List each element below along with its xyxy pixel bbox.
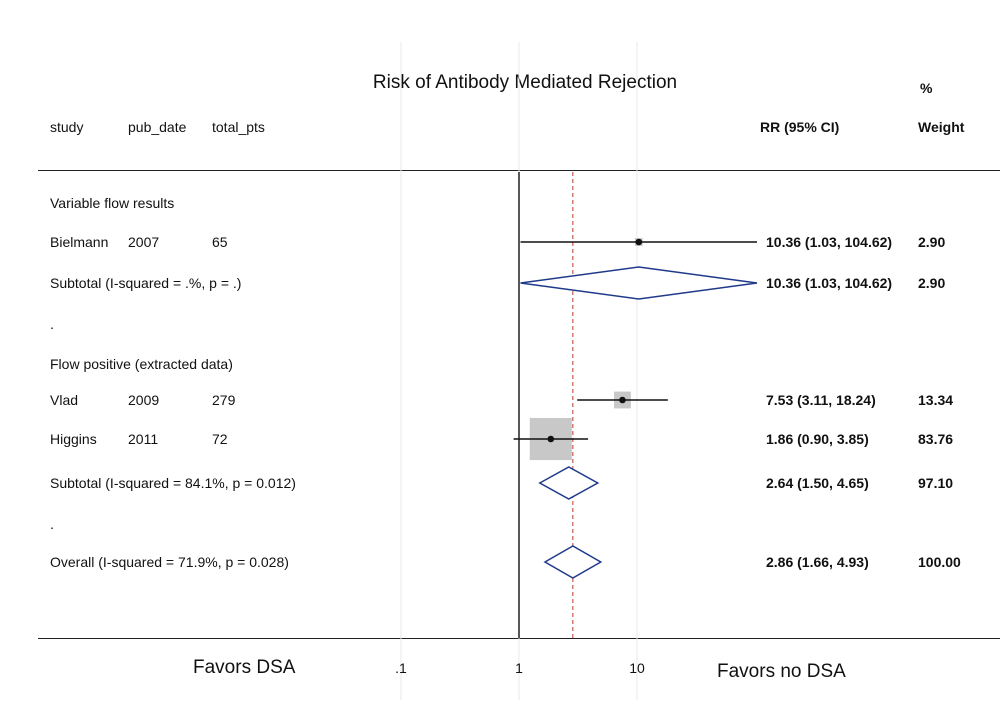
study-pub-date: 2011: [128, 431, 159, 447]
point-estimate-higgins: [547, 435, 555, 443]
overall-weight: 100.00: [918, 554, 961, 570]
subtotal-diamond: [520, 266, 758, 300]
study-name: Bielmann: [50, 234, 109, 250]
weight-percent-header: %: [920, 80, 933, 96]
rr-ci-column-header: RR (95% CI): [760, 119, 840, 135]
study-name: Higgins: [50, 431, 97, 447]
subtotal-rr-ci: 10.36 (1.03, 104.62): [766, 275, 893, 291]
study-pub-date: 2009: [128, 392, 160, 408]
chart-title: Risk of Antibody Mediated Rejection: [372, 72, 678, 93]
subtotal-weight: 97.10: [918, 475, 954, 491]
group-label: Variable flow results: [50, 195, 175, 211]
x-tick-label-10: 10: [629, 660, 645, 676]
study-weight: 2.90: [918, 234, 946, 250]
overall-label: Overall (I-squared = 71.9%, p = 0.028): [50, 554, 289, 570]
study-total-pts: 279: [212, 392, 236, 408]
overall-diamond: [543, 545, 603, 579]
study-name: Vlad: [50, 392, 79, 408]
spacer-dot: .: [50, 316, 54, 332]
study-weight: 13.34: [918, 392, 954, 408]
study-total-pts: 72: [212, 431, 228, 447]
x-tick-label-0.1: .1: [395, 660, 407, 676]
spacer-dot: .: [50, 516, 54, 532]
group-label: Flow positive (extracted data): [50, 356, 233, 372]
subtotal-label: Subtotal (I-squared = 84.1%, p = 0.012): [50, 475, 296, 491]
pub-date-column-header: pub_date: [128, 119, 187, 135]
subtotal-diamond: [538, 466, 600, 500]
study-column-header: study: [50, 119, 84, 135]
x-tick-label-1: 1: [515, 660, 523, 676]
overall-rr-ci: 2.86 (1.66, 4.93): [766, 554, 869, 570]
point-estimate-bielmann: [635, 238, 643, 246]
study-rr-ci: 7.53 (3.11, 18.24): [766, 392, 876, 408]
subtotal-rr-ci: 2.64 (1.50, 4.65): [766, 475, 869, 491]
study-weight: 83.76: [918, 431, 954, 447]
point-estimate-vlad: [619, 396, 626, 404]
total-pts-column-header: total_pts: [212, 119, 265, 135]
favors-no-dsa-label: Favors no DSA: [717, 661, 846, 682]
subtotal-weight: 2.90: [918, 275, 946, 291]
subtotal-label: Subtotal (I-squared = .%, p = .): [50, 275, 242, 291]
study-rr-ci: 10.36 (1.03, 104.62): [766, 234, 893, 250]
favors-dsa-label: Favors DSA: [193, 657, 296, 678]
study-rr-ci: 1.86 (0.90, 3.85): [766, 431, 869, 447]
study-pub-date: 2007: [128, 234, 160, 250]
study-total-pts: 65: [212, 234, 228, 250]
weight-column-header: Weight: [918, 119, 965, 135]
